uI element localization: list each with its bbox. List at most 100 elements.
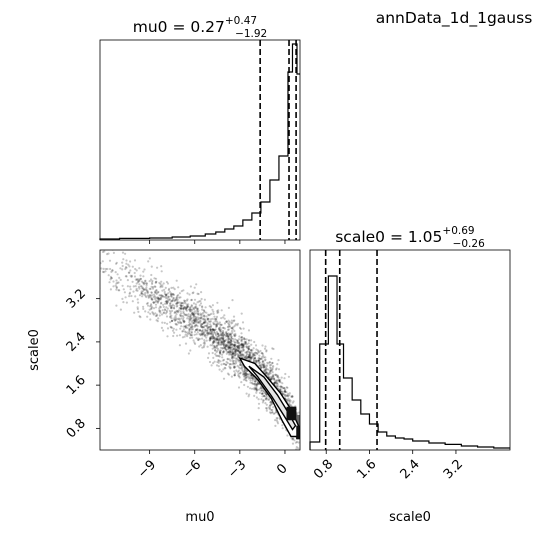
scatter-point [187,303,190,306]
scatter-point [176,310,179,313]
scatter-point [95,266,97,268]
scatter-point [153,285,156,288]
scatter-point [175,313,178,316]
scatter-point [226,345,229,348]
scatter-point [237,353,240,356]
scatter-point [128,265,131,268]
scatter-point [203,335,206,338]
scatter-point [243,355,246,359]
scatter-point [249,387,252,390]
scatter-point [236,345,239,348]
scatter-point [206,322,209,325]
scatter-point [171,306,174,309]
scatter-point [262,360,265,363]
scatter-point [232,333,236,336]
scatter-point [222,351,225,354]
scatter-point [243,383,246,387]
scatter-point [284,395,287,398]
scatter-point [230,322,233,325]
scatter-point [215,336,218,339]
scatter-point [170,295,173,298]
scatter-point [237,338,241,341]
scatter-point [175,302,178,305]
scatter-point [221,341,224,344]
scatter-point [179,327,182,330]
scatter-point [141,295,144,298]
scatter-point [206,323,209,326]
scatter-point [226,362,229,365]
scatter-point [263,395,266,398]
scatter-point [229,339,233,342]
scatter-point [183,313,186,316]
scatter-point [116,281,119,284]
scatter-point [178,320,182,323]
scatter-point [198,317,201,320]
scatter-point [254,388,257,391]
scatter-point [174,315,177,318]
scatter-point [290,395,293,398]
scatter-point [172,318,175,321]
scatter-point [134,295,137,298]
scatter-point [239,352,242,356]
scatter-point [121,264,124,268]
scatter-point [256,349,259,352]
scatter-point [214,317,217,321]
scatter-point [255,384,258,387]
scatter-point [215,319,218,322]
scatter-point [184,302,187,305]
scatter-point [101,250,105,254]
scatter-point [231,355,234,359]
scatter-point [259,366,262,369]
scatter-point [189,285,192,288]
scatter-point [205,311,208,314]
scatter-point [183,301,186,304]
scatter-point [217,322,220,325]
scatter-point [173,310,176,314]
scatter-point [247,346,250,349]
scatter-point [261,352,264,355]
scatter-point [202,332,205,335]
scatter-point [238,335,241,338]
scatter-point [222,334,225,337]
scatter-point [271,408,274,412]
scatter-point [275,374,278,377]
scatter-point [109,267,112,271]
scatter-point [241,346,244,349]
scatter-point [265,349,268,352]
scatter-point [239,350,242,353]
scatter-point [133,271,136,275]
scatter-point [177,321,181,325]
scatter-point [142,287,145,290]
scatter-point [244,356,247,359]
scatter-point [159,310,162,313]
scatter-point [269,404,272,407]
scatter-point [254,344,258,347]
scatter-point [236,349,239,352]
scatter-point [211,337,214,340]
scatter-point [201,346,204,349]
scatter-point [269,369,272,372]
scatter-point [137,278,140,281]
scatter-point [200,313,203,316]
scatter-point [258,358,261,361]
scatter-point [169,306,172,309]
scale0-x-tick-label: 2.4 [398,457,423,482]
scatter-point [174,302,178,305]
scatter-point [264,392,267,395]
scatter-point [255,396,258,399]
scatter-point [274,373,277,376]
scatter-point [213,328,216,331]
scatter-point [257,351,260,354]
scatter-point [233,356,236,359]
scatter-point [227,348,230,351]
scatter-point [152,286,155,289]
scatter-point [183,299,187,303]
scatter-point [250,357,253,360]
scatter-point [292,400,295,403]
scatter-point [231,331,234,335]
scatter-point [244,342,247,345]
scatter-point [227,335,230,339]
scatter-point [239,336,243,339]
scatter-point [237,386,241,389]
scatter-point [191,319,194,322]
